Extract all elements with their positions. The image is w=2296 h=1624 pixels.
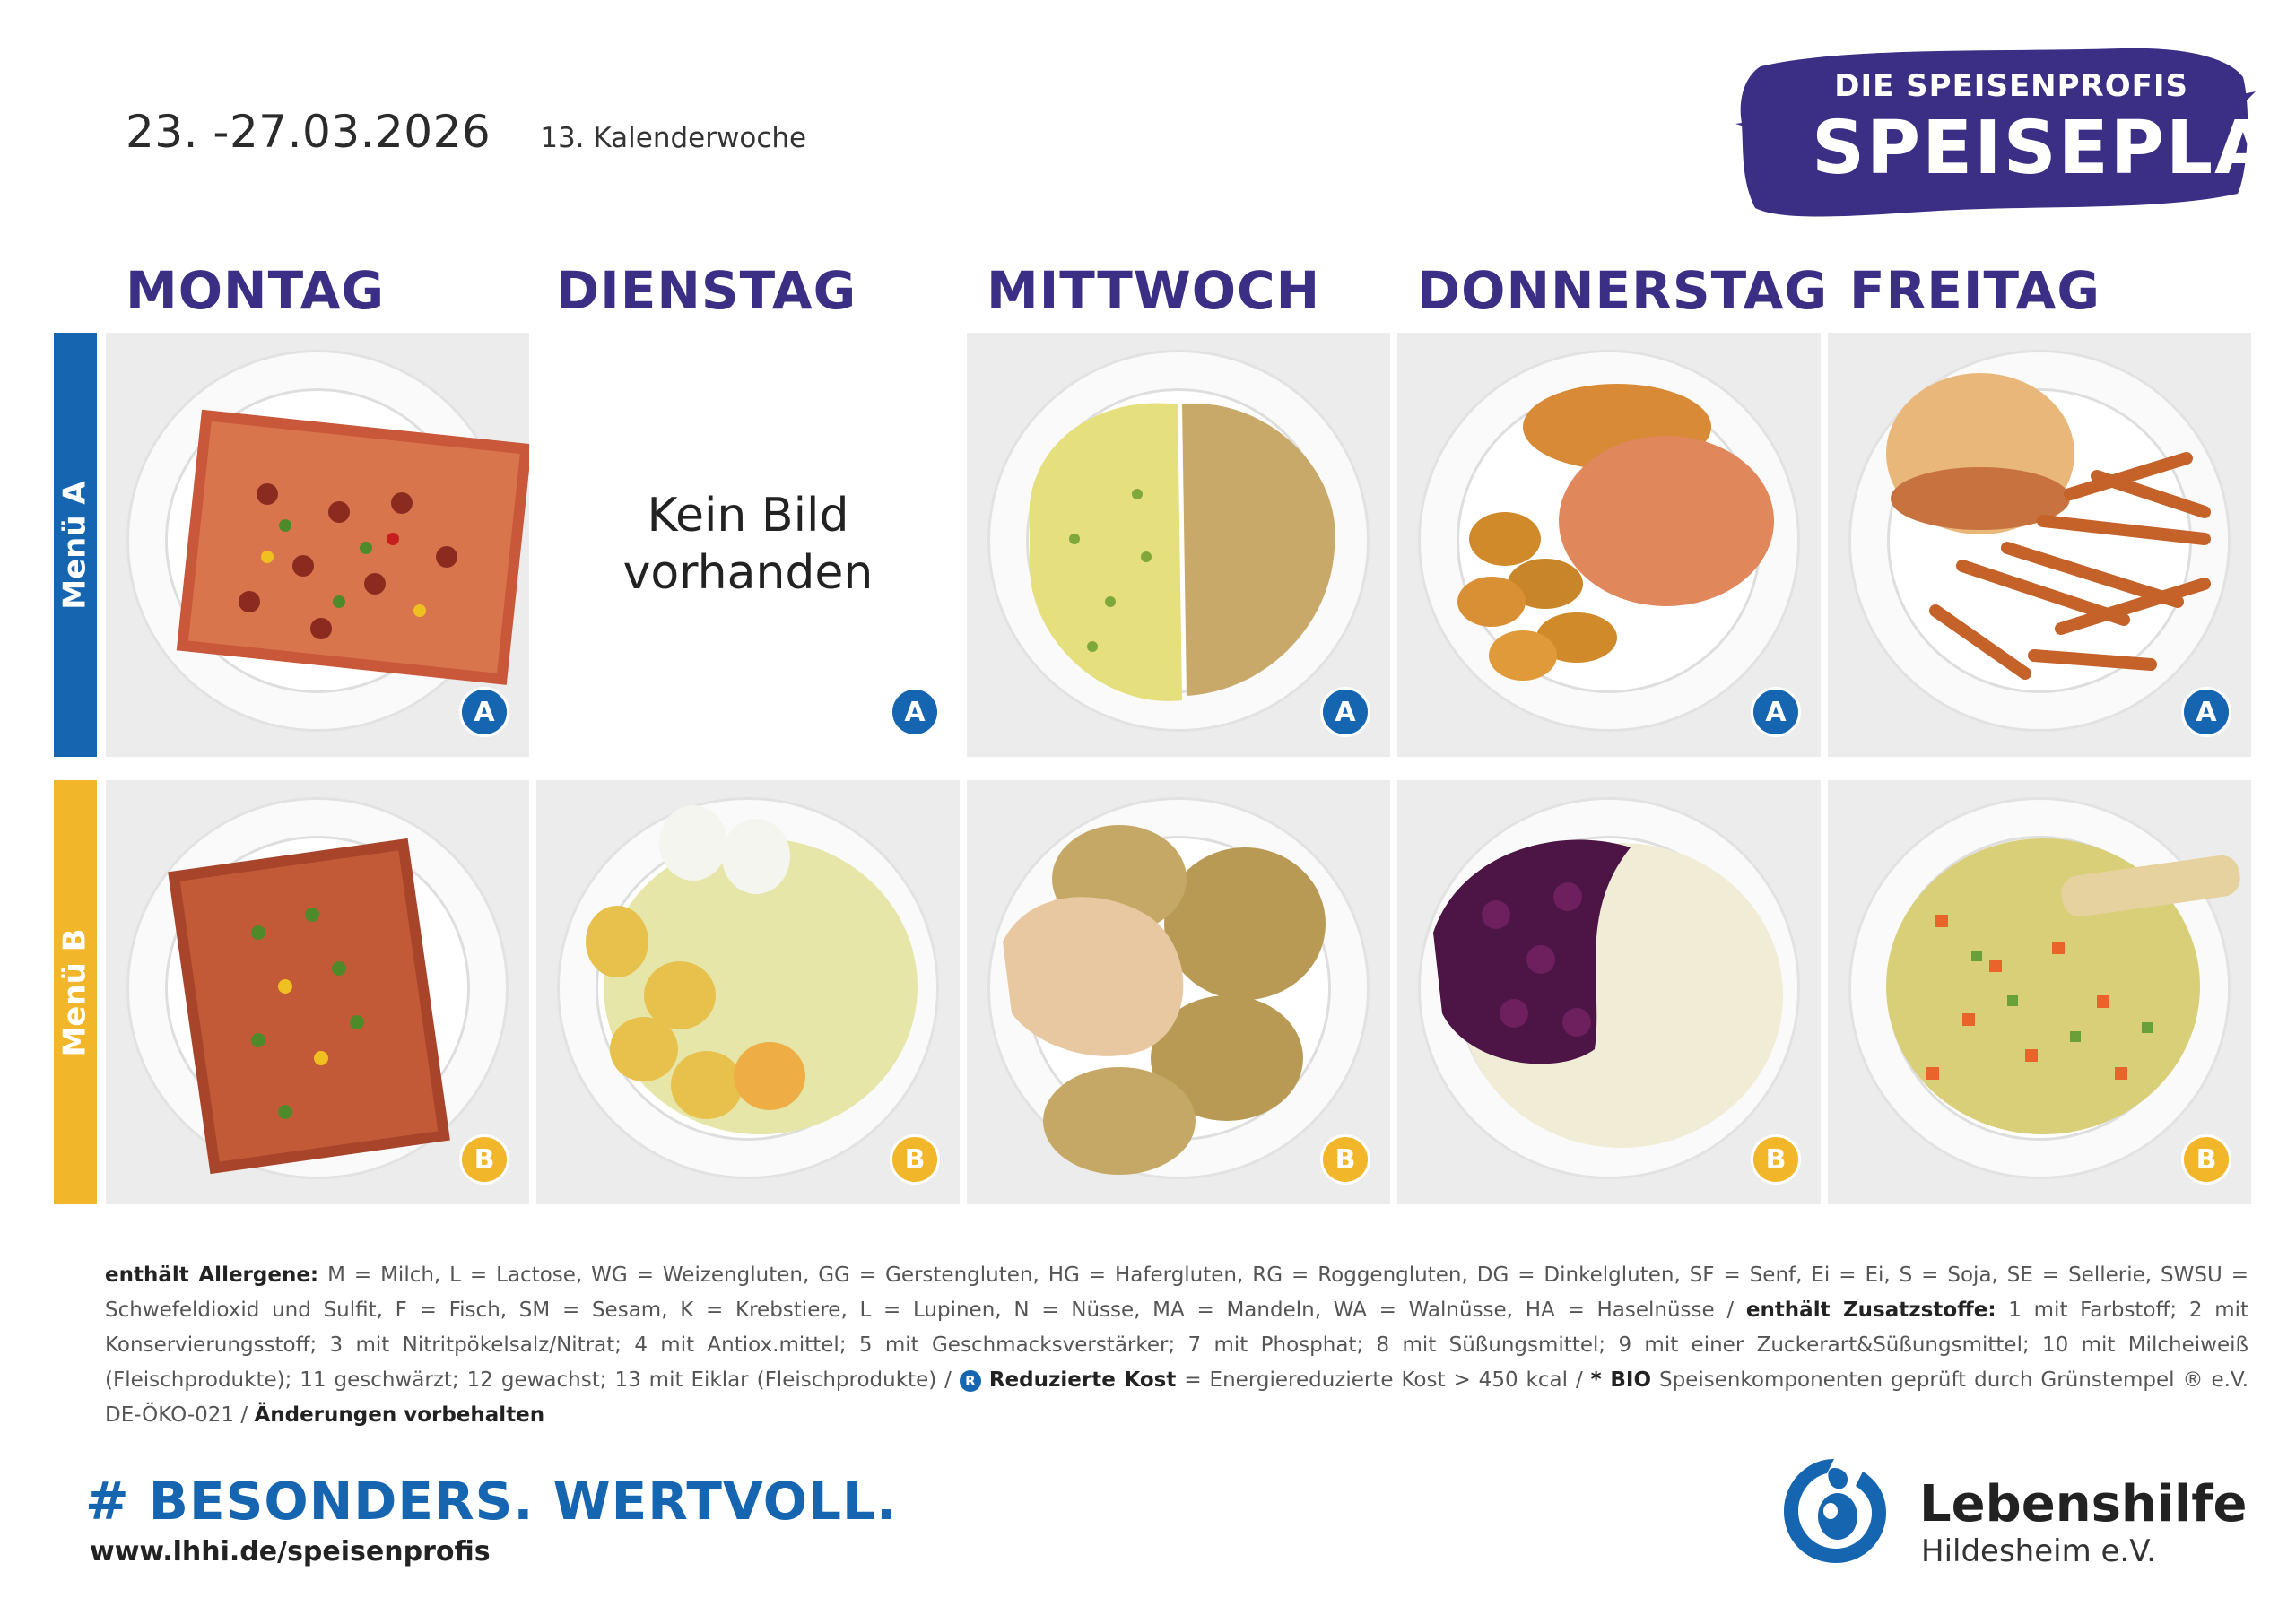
menu-a-thursday-photo: A [1397, 333, 1821, 757]
menu-b-badge: B [1751, 1134, 1801, 1185]
vegetable-soup-food-image [1886, 838, 2240, 1134]
pizza-food-image [176, 409, 529, 685]
bio-text: Speisenkomponenten geprüft durch Grünste… [105, 1368, 2249, 1427]
no-image-text: Kein Bild vorhanden [622, 489, 874, 600]
bio-label: * BIO [1590, 1368, 1651, 1392]
menu-b-wednesday-photo: B [967, 780, 1390, 1204]
allergens-label: enthält Allergene: [105, 1264, 319, 1287]
speiseplan-logo: DIE SPEISENPROFIS SPEISEPLAN [1735, 41, 2296, 230]
allergens-text: M = Milch, L = Lactose, WG = Weizenglute… [105, 1264, 2248, 1322]
date-range: 23. -27.03.2026 [126, 106, 491, 158]
schnitzel-wedges-food-image [1457, 384, 1774, 681]
brush-stroke-background [1735, 48, 2256, 217]
calendar-week: 13. Kalenderwoche [540, 122, 807, 154]
burger-fries-food-image [1886, 373, 2211, 680]
menu-b-badge: B [459, 1134, 509, 1185]
additives-text: 1 mit Farbstoff; 2 mit Konservierungssto… [105, 1298, 2249, 1392]
semolina-cherries-food-image [1433, 839, 1783, 1148]
menu-b-label: Menü B [54, 780, 97, 1204]
additives-label: enthält Zusatzstoffe: [1745, 1298, 1996, 1322]
menu-b-friday-photo: B [1828, 780, 2251, 1204]
organization-location: Hildesheim e.V. [1921, 1533, 2156, 1569]
day-monday: MONTAG [126, 260, 386, 321]
changes-note: Änderungen vorbehalten [254, 1403, 545, 1427]
menu-b-monday-photo: B [106, 780, 529, 1204]
menu-b-thursday-photo: B [1397, 780, 1821, 1204]
menu-a-tuesday-photo: Kein Bild vorhanden A [536, 333, 960, 757]
menu-a-wednesday-photo: A [967, 333, 1390, 757]
menu-a-friday-photo: A [1828, 333, 2251, 757]
hashtag-slogan: # BESONDERS. WERTVOLL. [85, 1471, 897, 1532]
organization-name: Lebenshilfe [1919, 1475, 2248, 1533]
reduced-text: = Energiereduzierte Kost > 450 kcal / [1184, 1368, 1583, 1392]
brand-subtitle: DIE SPEISENPROFIS [1834, 68, 2188, 104]
vegetable-pizza-food-image [168, 838, 450, 1175]
creamy-dish-food-image [1030, 403, 1335, 701]
menu-a-badge: A [2181, 687, 2231, 737]
eggs-potatoes-food-image [586, 805, 918, 1134]
brand-title: SPEISEPLAN [1812, 106, 2296, 191]
menu-a-badge: A [1320, 687, 1370, 737]
reduced-diet-icon: R [959, 1370, 981, 1392]
menu-a-badge: A [459, 687, 509, 737]
menu-b-tuesday-photo: B [536, 780, 960, 1204]
date-line: 23. -27.03.2026 13. Kalenderwoche [126, 106, 806, 158]
day-thursday: DONNERSTAG [1417, 260, 1829, 321]
menu-a-badge: A [890, 687, 940, 737]
day-friday: FREITAG [1849, 260, 2101, 321]
reduced-label: Reduzierte Kost [988, 1368, 1177, 1392]
menu-a-label: Menü A [54, 333, 97, 757]
menu-b-badge: B [2181, 1134, 2231, 1185]
day-tuesday: DIENSTAG [556, 260, 857, 321]
menu-a-monday-photo: A [106, 333, 529, 757]
menu-a-badge: A [1751, 687, 1801, 737]
lebenshilfe-logo-icon [1784, 1459, 1886, 1563]
allergen-legend: enthält Allergene: M = Milch, L = Lactos… [105, 1258, 2248, 1433]
menu-b-badge: B [890, 1134, 940, 1185]
day-wednesday: MITTWOCH [987, 260, 1321, 321]
website-link[interactable]: www.lhhi.de/speisenprofis [90, 1536, 491, 1568]
menu-b-badge: B [1320, 1134, 1370, 1185]
potato-pancakes-applesauce-food-image [1003, 825, 1326, 1175]
